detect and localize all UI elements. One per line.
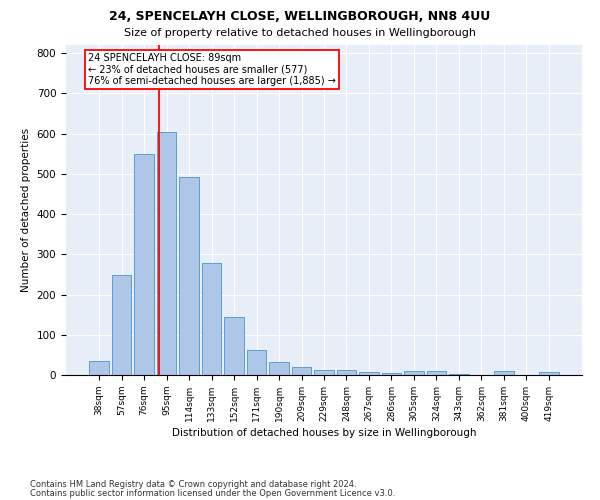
Bar — [337, 370, 356, 375]
Bar — [179, 176, 199, 375]
Text: Contains HM Land Registry data © Crown copyright and database right 2024.: Contains HM Land Registry data © Crown c… — [30, 480, 356, 489]
Bar — [157, 132, 176, 375]
Bar — [494, 371, 514, 375]
Bar — [269, 362, 289, 375]
X-axis label: Distribution of detached houses by size in Wellingborough: Distribution of detached houses by size … — [172, 428, 476, 438]
Text: 24 SPENCELAYH CLOSE: 89sqm
← 23% of detached houses are smaller (577)
76% of sem: 24 SPENCELAYH CLOSE: 89sqm ← 23% of deta… — [88, 53, 336, 86]
Y-axis label: Number of detached properties: Number of detached properties — [21, 128, 31, 292]
Bar — [382, 373, 401, 375]
Bar — [112, 275, 131, 375]
Bar — [359, 372, 379, 375]
Text: Contains public sector information licensed under the Open Government Licence v3: Contains public sector information licen… — [30, 489, 395, 498]
Bar — [224, 316, 244, 375]
Bar — [247, 350, 266, 375]
Text: Size of property relative to detached houses in Wellingborough: Size of property relative to detached ho… — [124, 28, 476, 38]
Bar — [292, 367, 311, 375]
Bar — [427, 371, 446, 375]
Bar — [202, 263, 221, 375]
Bar — [404, 371, 424, 375]
Bar — [89, 361, 109, 375]
Bar — [539, 372, 559, 375]
Text: 24, SPENCELAYH CLOSE, WELLINGBOROUGH, NN8 4UU: 24, SPENCELAYH CLOSE, WELLINGBOROUGH, NN… — [109, 10, 491, 23]
Bar — [134, 154, 154, 375]
Bar — [314, 370, 334, 375]
Bar — [449, 374, 469, 375]
